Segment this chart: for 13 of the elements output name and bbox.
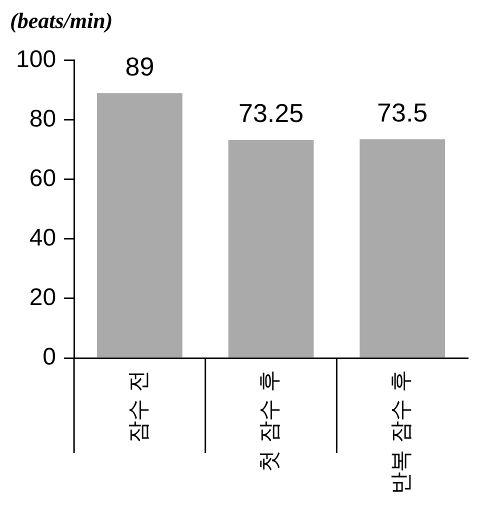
y-tick-label: 0 [42,344,56,371]
data-label: 89 [125,51,154,82]
y-tick-label: 20 [29,284,56,312]
data-label: 73.5 [377,97,428,128]
y-tick-label: 80 [29,106,56,133]
y-tick-label: 100 [16,46,56,74]
y-tick-label: 40 [29,224,56,252]
y-tick-label: 60 [29,165,56,192]
x-tick-label: 반복 잠수 후 [389,370,414,494]
y-axis-title: (beats/min) [9,8,114,35]
x-tick-label: 잠수 전 [126,370,152,443]
x-tick-label: 첫 잠수 후 [258,370,283,472]
data-label: 73.25 [238,98,304,128]
